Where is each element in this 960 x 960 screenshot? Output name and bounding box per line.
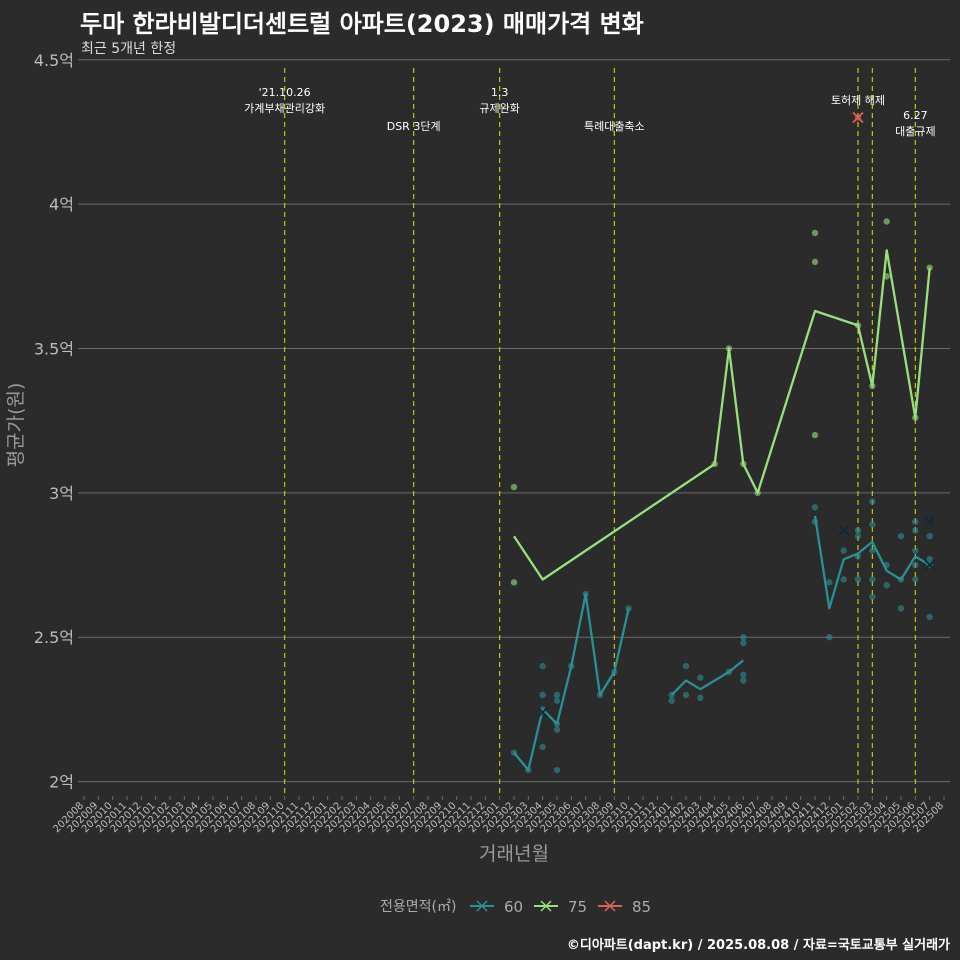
legend-marker-75 [540, 900, 552, 912]
data-point-60 [912, 527, 919, 534]
legend-marker-85 [604, 900, 616, 912]
data-point-60 [539, 743, 546, 751]
event-label: 6.27 대출규제 [895, 109, 935, 138]
data-point-60 [811, 504, 819, 511]
data-point-60 [697, 694, 704, 702]
event-label: DSR 3단계 [387, 120, 441, 133]
data-point-60 [553, 766, 561, 774]
legend-label-85: 85 [632, 898, 651, 916]
data-point-60 [539, 691, 546, 699]
x-marker-60 [838, 524, 850, 537]
data-point-75 [510, 483, 518, 491]
legend-label-75: 75 [568, 898, 587, 916]
data-point-60 [740, 671, 747, 678]
event-label-line: 6.27 [903, 109, 928, 122]
data-point-75 [811, 431, 819, 439]
data-point-60 [869, 498, 876, 505]
data-point-60 [682, 691, 690, 699]
data-point-60 [682, 662, 690, 670]
series-line-75 [513, 249, 931, 581]
event-label: 특례대출축소 [584, 120, 645, 133]
y-axis-label: 평균가(원) [5, 383, 27, 468]
series-line-60 [670, 659, 745, 696]
chart-subtitle: 최근 5개년 한정 [81, 41, 177, 57]
series-line-60 [513, 592, 630, 772]
event-label-line: 토허제 해제 [831, 93, 885, 107]
x-marker-60 [924, 559, 936, 571]
data-point-60 [926, 556, 933, 563]
y-tick-label: 3.5억 [34, 339, 74, 358]
event-label-line: '21.10.26 [259, 86, 311, 99]
series-line-60 [813, 515, 931, 610]
data-point-60 [897, 532, 905, 540]
event-label-line: 특례대출축소 [584, 120, 645, 133]
y-tick-label: 4.5억 [34, 51, 74, 70]
data-point-60 [883, 582, 890, 589]
data-point-60 [854, 576, 862, 583]
data-point-75 [510, 579, 518, 586]
data-point-60 [926, 613, 933, 621]
event-label: 토허제 해제 [831, 93, 885, 107]
data-point-60 [668, 697, 675, 704]
data-point-60 [926, 532, 933, 540]
y-tick-label: 4억 [49, 195, 74, 214]
data-point-60 [840, 547, 847, 554]
data-point-60 [912, 561, 919, 569]
data-point-60 [840, 576, 847, 583]
y-tick-label: 3억 [49, 484, 74, 503]
data-point-75 [811, 258, 819, 266]
data-point-60 [912, 576, 919, 583]
legend-label-60: 60 [504, 898, 523, 916]
y-tick-label: 2억 [49, 773, 74, 792]
legend-marker-60 [476, 900, 488, 912]
x-axis-label: 거래년월 [479, 843, 549, 865]
data-point-60 [869, 576, 876, 583]
data-point-60 [697, 674, 704, 681]
event-label-line: 대출규제 [895, 125, 935, 138]
event-label-line: DSR 3단계 [387, 120, 441, 133]
data-point-60 [854, 532, 862, 540]
event-label: 1.3 규제완화 [479, 86, 519, 115]
data-point-60 [740, 634, 747, 641]
data-point-60 [869, 593, 876, 600]
data-point-60 [826, 579, 833, 586]
data-point-60 [553, 697, 561, 704]
event-label-line: 규제완화 [479, 102, 519, 115]
event-label-line: 가계부채관리강화 [244, 102, 325, 115]
legend-title: 전용면적(㎡) [380, 899, 456, 915]
data-point-60 [854, 527, 862, 534]
data-point-60 [912, 518, 919, 525]
data-point-60 [897, 605, 905, 612]
data-point-75 [811, 229, 819, 237]
event-label-line: 1.3 [491, 86, 509, 99]
data-point-60 [553, 726, 561, 733]
data-point-60 [539, 662, 546, 670]
x-marker-85 [852, 111, 864, 124]
data-point-60 [826, 634, 833, 641]
x-marker-60 [537, 706, 549, 718]
event-label: '21.10.26 가계부채관리강화 [244, 86, 325, 115]
data-point-60 [869, 521, 876, 528]
data-point-75 [883, 218, 890, 225]
x-marker-60 [924, 516, 936, 528]
chart-title: 두마 한라비발디더센트럴 아파트(2023) 매매가격 변화 [80, 10, 644, 38]
data-point-60 [740, 639, 747, 647]
data-point-60 [553, 691, 561, 699]
data-point-60 [740, 677, 747, 684]
data-point-60 [912, 547, 919, 554]
source-caption: ©디아파트(dapt.kr) / 2025.08.08 / 자료=국토교통부 실… [566, 938, 950, 953]
y-tick-label: 2.5억 [34, 628, 74, 647]
data-point-60 [869, 547, 876, 554]
